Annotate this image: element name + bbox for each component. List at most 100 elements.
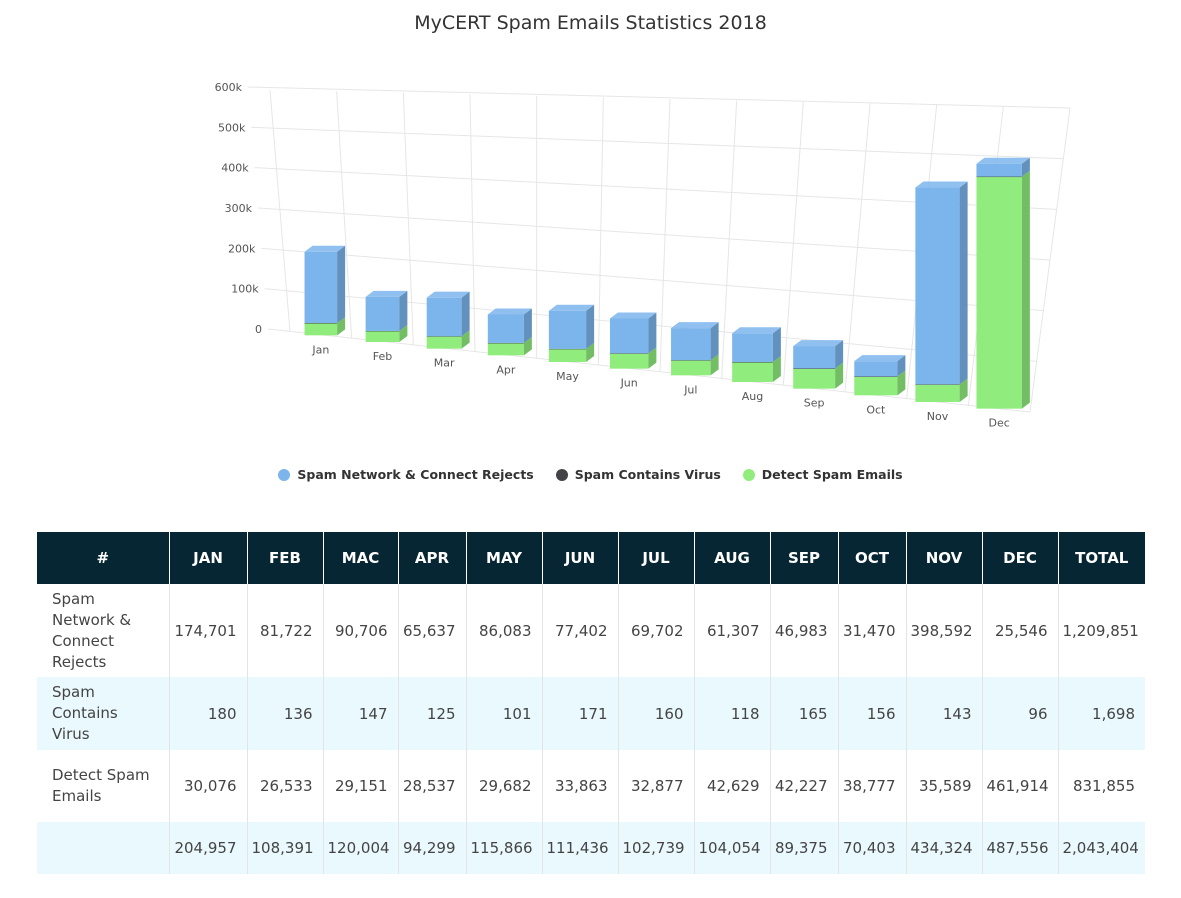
bar-segment[interactable] [365,296,400,331]
bar-top [915,181,968,188]
bar-segment[interactable] [548,348,587,362]
table-cell: 118 [694,677,771,750]
header-cell: MAY [466,532,543,584]
header-cell: NOV [906,532,983,584]
header-cell: SEP [770,532,839,584]
bar-side [648,312,657,354]
bar-segment[interactable] [304,322,338,324]
grid-line [402,92,414,346]
x-category-label: Apr [496,363,516,376]
table-cell: 31,470 [838,584,907,677]
bar-segment[interactable] [793,368,836,369]
bar-segment[interactable] [426,336,462,349]
bar-segment[interactable] [365,330,400,342]
bar-segment[interactable] [793,346,836,369]
table-cell: 26,533 [247,750,324,822]
bar-segment[interactable] [609,318,649,354]
table-row: Spam Contains Virus 180 136 147 125 101 … [37,677,1145,750]
row-label [37,822,170,874]
bar-segment[interactable] [671,360,711,376]
legend-item-detect-spam[interactable]: Detect Spam Emails [742,467,903,482]
bar-side [337,317,346,336]
bar-side [835,362,844,369]
bar-segment[interactable] [426,297,462,337]
table-cell: 42,227 [770,750,839,822]
bar-segment[interactable] [732,362,773,382]
bar-segment[interactable] [976,163,1022,177]
bar-side [586,342,595,349]
bar-segment[interactable] [548,310,587,349]
bar-segment[interactable] [671,328,711,361]
table-total-row: 204,957 108,391 120,004 94,299 115,866 1… [37,822,1145,874]
bar-side [337,316,346,324]
bar-segment[interactable] [487,342,524,356]
statistics-table: # JAN FEB MAC APR MAY JUN JUL AUG SEP OC… [37,532,1145,874]
bar-segment[interactable] [915,187,960,385]
grid-line [659,98,671,373]
grid-line [782,101,804,386]
bar-segment[interactable] [487,342,524,344]
table-cell: 136 [247,677,324,750]
header-cell: FEB [247,532,324,584]
bar-side [586,304,595,349]
y-tick-label: 300k [225,202,253,215]
x-category-label: Nov [927,410,949,423]
table-cell: 42,629 [694,750,771,822]
bar-segment[interactable] [426,336,462,337]
legend-marker [555,468,568,481]
bar-side [959,378,968,402]
legend-marker [278,468,291,481]
bar-side [897,355,906,377]
bar-segment[interactable] [854,376,898,396]
y-tick-label: 400k [221,162,249,175]
table-cell: 46,983 [770,584,839,677]
bar-segment[interactable] [854,376,898,377]
x-category-label: Jan [311,343,329,356]
bar-side [710,322,719,361]
bar-segment[interactable] [732,361,773,363]
table-cell: 171 [542,677,619,750]
bar-segment[interactable] [671,360,711,361]
bar-segment[interactable] [732,333,773,362]
chart-bars [304,157,1030,409]
bar-segment[interactable] [915,384,960,402]
table-cell: 69,702 [618,584,695,677]
bar-segment[interactable] [976,176,1022,409]
bar-top [976,157,1030,164]
bar-top [487,308,532,315]
bar-side [772,356,781,382]
legend-item-spam-network[interactable]: Spam Network & Connect Rejects [278,467,534,482]
bar-segment[interactable] [976,176,1022,178]
bar-side [772,327,781,362]
bar-segment[interactable] [304,251,338,323]
table-cell: 147 [323,677,399,750]
bar-segment[interactable] [915,384,960,385]
legend-item-spam-virus[interactable]: Spam Contains Virus [555,467,721,482]
grid-line [1029,107,1071,413]
bar-segment[interactable] [487,314,524,343]
table-cell: 70,403 [838,822,907,874]
table-cell: 61,307 [694,584,771,677]
stacked-3d-bar-chart: 0 100k 200k 300k 400k 500k 600k Jan Feb Mar Apr Ma… [215,81,1071,430]
bar-segment[interactable] [854,361,898,377]
bar-segment[interactable] [609,353,649,354]
bar-side [835,362,844,389]
table-cell: 143 [906,677,983,750]
x-category-label: May [556,370,579,383]
table-cell: 165 [770,677,839,750]
bar-segment[interactable] [548,348,587,350]
header-cell: APR [398,532,467,584]
bar-top [304,245,346,252]
bar-side [1021,157,1030,177]
bar-segment[interactable] [304,323,338,336]
bar-segment[interactable] [793,368,836,389]
grid-line [269,89,291,333]
chart-legend: Spam Network & Connect Rejects Spam Cont… [0,467,1181,482]
bar-top [854,355,906,362]
table-cell: 398,592 [906,584,983,677]
bar-segment[interactable] [365,330,400,332]
grid-line [597,97,604,366]
y-tick-label: 500k [218,121,246,134]
y-tick-label: 600k [215,81,243,94]
bar-segment[interactable] [609,353,649,369]
